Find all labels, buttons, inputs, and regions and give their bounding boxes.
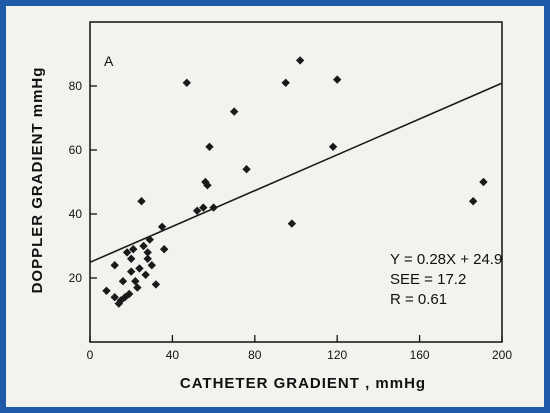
y-axis-title: DOPPLER GRADIENT mmHg [29,67,46,294]
data-point [118,277,128,286]
data-point [102,286,111,295]
x-tick-label: 200 [492,348,512,362]
data-point [287,219,297,228]
data-point [133,283,142,292]
data-point [143,248,152,257]
x-tick-label: 120 [327,348,347,362]
y-tick-label: 80 [69,79,83,93]
data-points [102,56,488,308]
data-point [203,181,212,190]
data-point [131,277,140,286]
data-point [157,222,167,231]
data-point [122,248,132,257]
data-point [129,245,138,254]
data-point [199,203,208,212]
data-point [333,75,342,84]
data-point [120,293,130,302]
x-axis-ticks: 0 40 80 120 160 200 [87,335,512,362]
stat-r: R = 0.61 [390,291,447,308]
x-tick-label: 160 [410,348,430,362]
x-axis-title: CATHETER GRADIENT , mmHg [180,375,426,392]
data-point [127,254,136,263]
data-point [281,78,290,87]
data-point [137,197,146,206]
data-point [159,245,169,254]
data-point [114,299,124,308]
data-point [145,235,154,244]
stat-equation: Y = 0.28X + 24.9 [390,251,502,268]
regression-line [89,82,503,264]
data-point [182,78,192,87]
data-point [230,107,239,116]
y-tick-label: 60 [69,143,83,157]
data-point [209,203,218,212]
plot-area [89,21,503,343]
data-point [468,197,478,206]
y-tick-label: 40 [69,207,83,221]
data-point [151,280,161,289]
x-tick-label: 40 [166,348,180,362]
panel-label: A [104,53,114,69]
data-point [143,254,152,263]
data-point [295,56,305,65]
data-point [139,241,148,251]
data-point [147,261,156,270]
x-tick-label: 0 [87,348,94,362]
data-point [127,267,136,276]
y-tick-label: 20 [69,271,83,285]
data-point [124,289,134,299]
y-axis-ticks: 20 40 60 80 [69,79,97,285]
data-point [479,177,488,187]
x-tick-label: 80 [248,348,262,362]
stat-see: SEE = 17.2 [390,271,466,288]
data-point [110,261,119,270]
data-point [110,293,119,302]
data-point [192,206,202,215]
data-point [242,165,251,174]
data-point [135,264,144,273]
data-point [328,142,338,151]
data-point [141,270,150,279]
data-point [205,142,214,151]
